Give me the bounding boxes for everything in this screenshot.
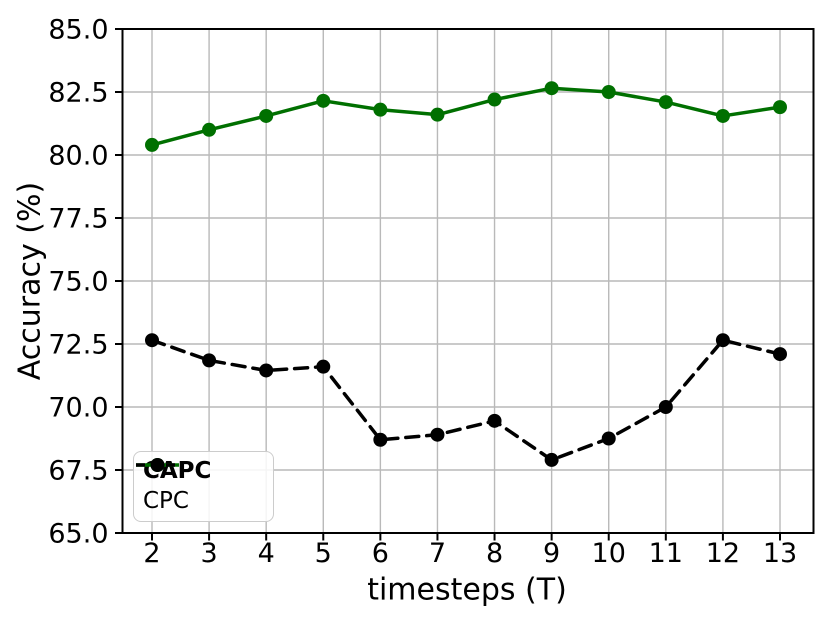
data-point-cpc-9	[544, 452, 559, 467]
y-tick-label-77.5: 77.5	[48, 204, 108, 235]
x-tick-label-9: 9	[543, 538, 560, 569]
y-tick-label-85.0: 85.0	[48, 15, 108, 46]
data-point-capc-9	[544, 81, 559, 96]
data-point-capc-8	[487, 92, 502, 107]
data-point-capc-3	[202, 122, 217, 137]
legend-line-cpc-icon	[136, 458, 179, 472]
data-point-cpc-8	[487, 413, 502, 428]
y-tick-label-80.0: 80.0	[48, 141, 108, 172]
y-tick-label-82.5: 82.5	[48, 78, 108, 109]
data-point-capc-10	[601, 85, 616, 99]
data-point-cpc-4	[259, 363, 274, 378]
x-tick-label-11: 11	[649, 538, 683, 569]
legend-entry-cpc: CPC	[136, 458, 267, 517]
data-point-capc-11	[658, 95, 673, 110]
legend-label-cpc: CPC	[143, 488, 189, 515]
x-tick-label-13: 13	[763, 538, 797, 569]
y-tick-label-65.0: 65.0	[48, 519, 108, 550]
legend: CAPC CPC	[133, 451, 274, 522]
data-point-cpc-13	[773, 347, 787, 362]
x-tick-label-8: 8	[486, 538, 503, 569]
data-point-cpc-5	[316, 359, 331, 374]
data-point-capc-12	[715, 108, 730, 123]
legend-sample-marker	[150, 458, 165, 472]
y-tick-label-75.0: 75.0	[48, 267, 108, 298]
series-line-cpc	[150, 338, 782, 462]
x-tick-label-3: 3	[200, 538, 217, 569]
y-tick-label-70.0: 70.0	[48, 393, 108, 424]
data-point-capc-2	[145, 137, 159, 152]
data-point-cpc-11	[658, 400, 673, 414]
data-point-cpc-10	[601, 431, 616, 446]
y-tick-label-72.5: 72.5	[48, 330, 108, 361]
data-point-capc-7	[430, 107, 445, 122]
data-point-capc-5	[316, 93, 331, 108]
data-point-capc-6	[373, 102, 388, 117]
x-axis-label: timesteps (T)	[367, 572, 567, 608]
x-tick-label-7: 7	[429, 538, 446, 569]
y-tick-label-67.5: 67.5	[48, 456, 108, 487]
data-point-cpc-2	[145, 333, 159, 348]
data-point-cpc-7	[430, 427, 445, 442]
x-tick-label-2: 2	[143, 538, 160, 569]
data-point-cpc-6	[373, 432, 388, 447]
data-point-capc-13	[773, 100, 787, 115]
x-tick-label-6: 6	[372, 538, 389, 569]
data-point-capc-4	[259, 108, 274, 123]
x-tick-label-10: 10	[592, 538, 626, 569]
data-point-cpc-3	[202, 353, 217, 368]
x-tick-label-4: 4	[258, 538, 275, 569]
x-tick-label-5: 5	[315, 538, 332, 569]
y-axis-label: Accuracy (%)	[12, 181, 48, 381]
x-tick-label-12: 12	[706, 538, 740, 569]
data-point-cpc-12	[715, 333, 730, 348]
series-line-capc	[150, 86, 782, 147]
